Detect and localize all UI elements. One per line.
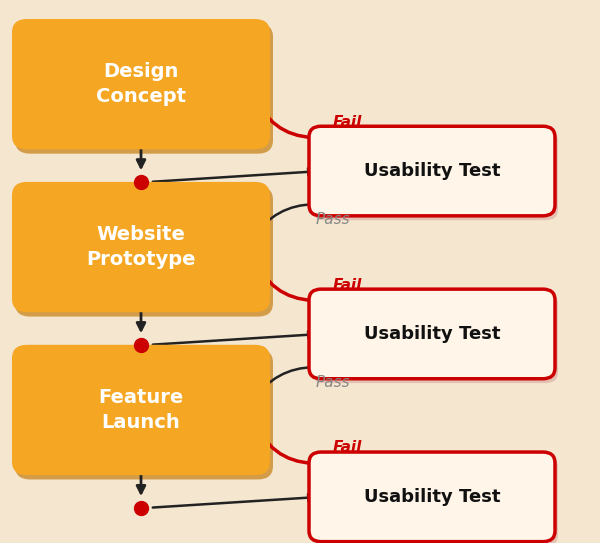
Text: Usability Test: Usability Test	[364, 488, 500, 506]
FancyBboxPatch shape	[12, 19, 270, 149]
Text: Fail: Fail	[333, 277, 362, 293]
Text: Feature
Launch: Feature Launch	[98, 388, 184, 432]
Text: Pass: Pass	[316, 375, 350, 390]
Text: Usability Test: Usability Test	[364, 162, 500, 180]
Text: Usability Test: Usability Test	[364, 325, 500, 343]
FancyBboxPatch shape	[309, 452, 555, 541]
Text: Design
Concept: Design Concept	[96, 62, 186, 106]
FancyBboxPatch shape	[15, 349, 273, 479]
FancyBboxPatch shape	[15, 186, 273, 317]
Text: Fail: Fail	[333, 115, 362, 130]
FancyBboxPatch shape	[309, 126, 555, 216]
FancyBboxPatch shape	[312, 293, 558, 383]
Text: Pass: Pass	[316, 212, 350, 228]
Text: Fail: Fail	[333, 440, 362, 456]
Text: Website
Prototype: Website Prototype	[86, 225, 196, 269]
FancyBboxPatch shape	[312, 130, 558, 220]
FancyBboxPatch shape	[309, 289, 555, 379]
FancyBboxPatch shape	[15, 23, 273, 154]
FancyBboxPatch shape	[312, 456, 558, 543]
FancyBboxPatch shape	[12, 345, 270, 475]
FancyBboxPatch shape	[12, 182, 270, 312]
